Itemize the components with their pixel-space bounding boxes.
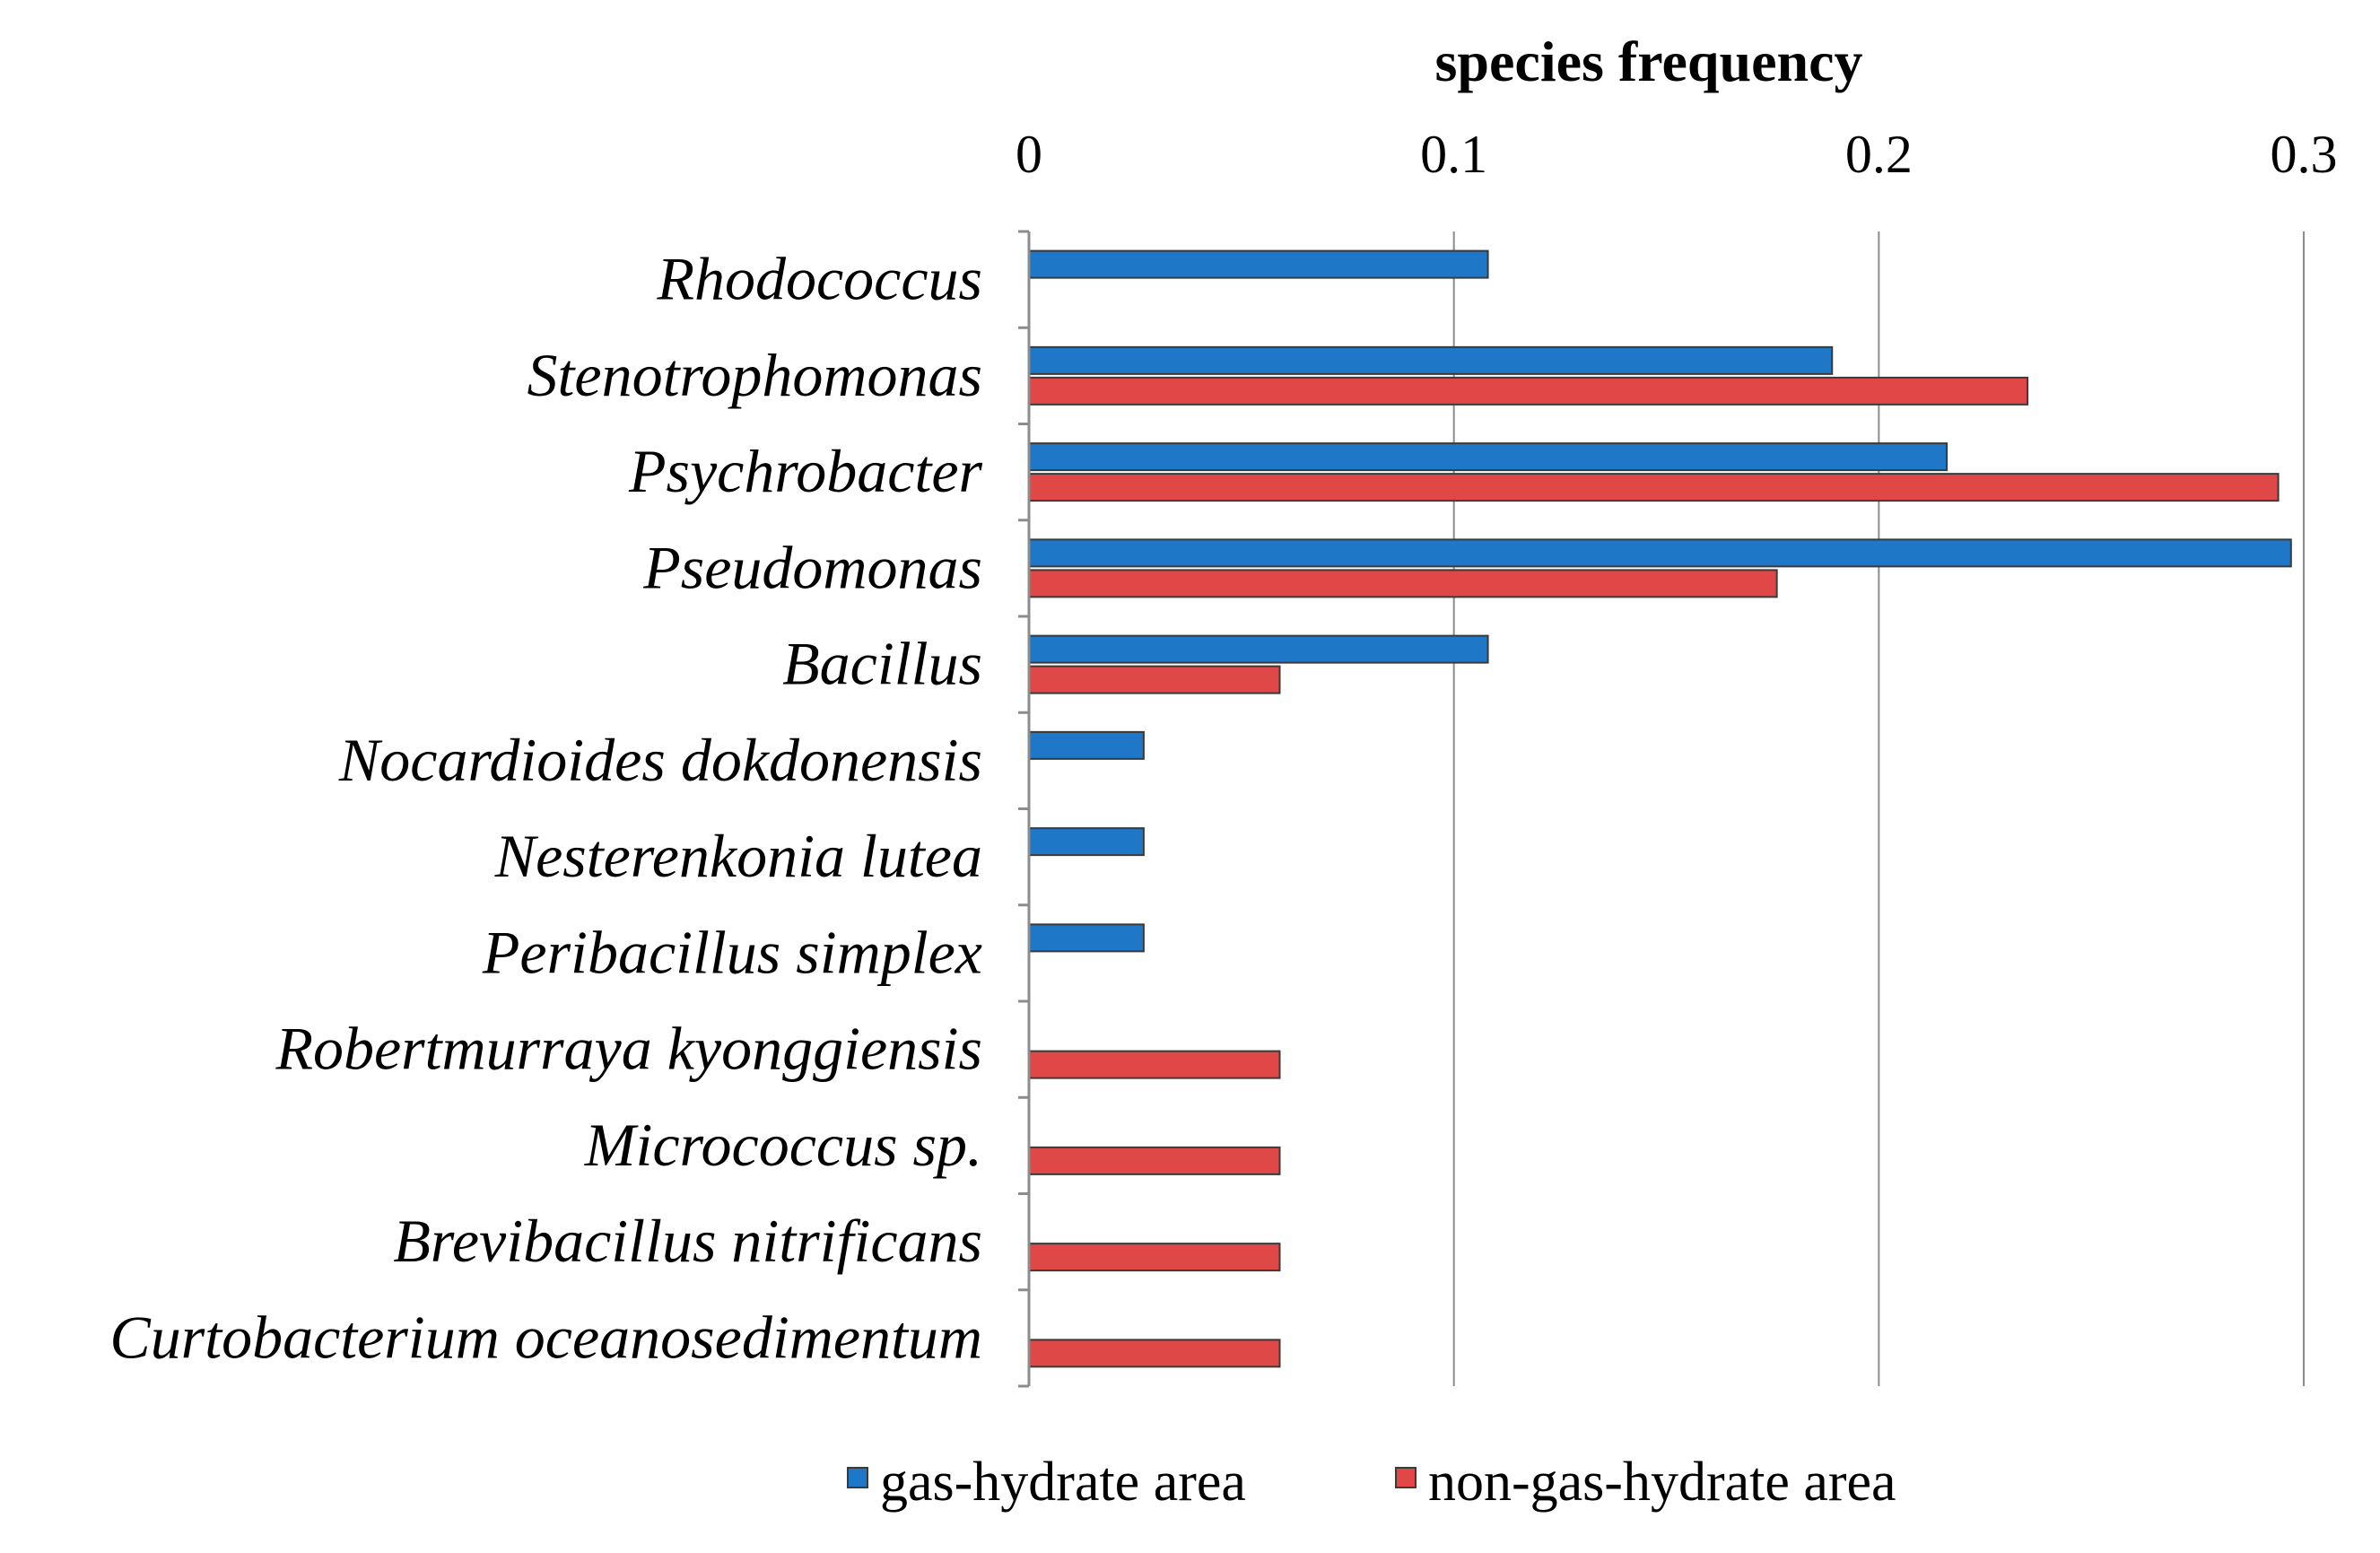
- category-label-rhodococcus: Rhodococcus: [656, 245, 982, 313]
- bar-non-gas-hydrate-area-pseudomonas: [1028, 569, 1778, 598]
- bar-gas-hydrate-area-rhodococcus: [1028, 249, 1489, 279]
- category-label-bacillus: Bacillus: [782, 630, 982, 698]
- bar-non-gas-hydrate-area-curtobacterium-oceanosedimentum: [1028, 1339, 1281, 1368]
- category-label-brevibacillus-nitrificans: Brevibacillus nitrificans: [393, 1207, 982, 1275]
- x-axis-title: species frequency: [1435, 30, 1863, 93]
- category-label-micrococcus-sp: Micrococcus sp.: [584, 1111, 982, 1179]
- bar-gas-hydrate-area-pseudomonas: [1028, 538, 2292, 568]
- bar-non-gas-hydrate-area-robertmurraya-kyonggiensis: [1028, 1050, 1281, 1079]
- category-label-stenotrophomonas: Stenotrophomonas: [527, 341, 982, 409]
- bar-non-gas-hydrate-area-micrococcus-sp: [1028, 1146, 1281, 1175]
- legend: gas-hydrate area non-gas-hydrate area: [847, 1452, 1896, 1513]
- bar-gas-hydrate-area-nesterenkonia-lutea: [1028, 827, 1145, 857]
- category-label-curtobacterium-oceanosedimentum: Curtobacterium oceanosedimentum: [109, 1303, 982, 1371]
- category-label-robertmurraya-kyonggiensis: Robertmurraya kyonggiensis: [275, 1015, 982, 1083]
- legend-swatch-gas-hydrate-area: [847, 1467, 868, 1488]
- legend-swatch-non-gas-hydrate-area: [1395, 1467, 1417, 1488]
- x-tick-label-0-2: 0.2: [1845, 125, 1913, 184]
- x-tick-label-0-3: 0.3: [2271, 125, 2338, 184]
- category-label-psychrobacter: Psychrobacter: [628, 437, 983, 505]
- bars: [1028, 249, 2292, 1368]
- x-tick-label-0-1: 0.1: [1420, 125, 1487, 184]
- axes: [1018, 230, 1031, 1388]
- x-tick-label-0: 0: [1016, 125, 1042, 184]
- bar-gas-hydrate-area-peribacillus-simplex: [1028, 923, 1145, 953]
- category-label-nesterenkonia-lutea: Nesterenkonia lutea: [494, 822, 982, 890]
- bar-gas-hydrate-area-nocardioides-dokdonensis: [1028, 730, 1145, 760]
- bar-non-gas-hydrate-area-stenotrophomonas: [1028, 376, 2029, 406]
- category-label-peribacillus-simplex: Peribacillus simplex: [482, 918, 982, 986]
- bar-gas-hydrate-area-psychrobacter: [1028, 442, 1948, 472]
- bar-non-gas-hydrate-area-bacillus: [1028, 665, 1281, 694]
- legend-label-non-gas-hydrate-area: non-gas-hydrate area: [1428, 1452, 1896, 1513]
- x-tick-labels: 0 0.1 0.2 0.3: [1016, 125, 2338, 184]
- legend-label-gas-hydrate-area: gas-hydrate area: [880, 1452, 1246, 1513]
- category-label-nocardioides-dokdonensis: Nocardioides dokdonensis: [338, 726, 982, 794]
- category-labels: Rhodococcus Stenotrophomonas Psychrobacter…: [109, 245, 982, 1372]
- bar-non-gas-hydrate-area-brevibacillus-nitrificans: [1028, 1243, 1281, 1272]
- gridlines: [1452, 231, 2305, 1386]
- bar-gas-hydrate-area-bacillus: [1028, 634, 1489, 664]
- bar-non-gas-hydrate-area-psychrobacter: [1028, 473, 2280, 502]
- category-label-pseudomonas: Pseudomonas: [642, 533, 982, 601]
- bar-gas-hydrate-area-stenotrophomonas: [1028, 345, 1834, 375]
